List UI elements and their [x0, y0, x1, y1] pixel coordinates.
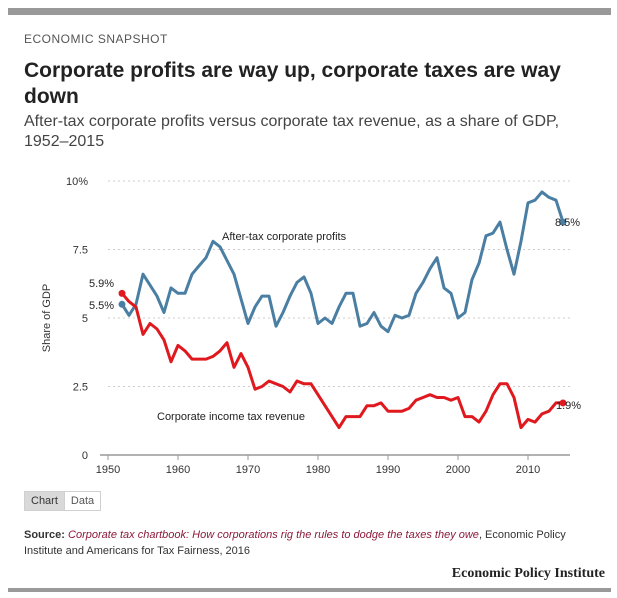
x-tick-label: 1980 [306, 464, 330, 476]
source-suffix: , Economic Policy Institute and American… [24, 529, 566, 557]
x-tick-label: 1950 [96, 464, 120, 476]
chart-title: Corporate profits are way up, corporate … [24, 59, 561, 108]
y-tick-label: 0 [82, 450, 88, 462]
y-tick-label: 2.5 [73, 382, 88, 394]
x-tick-label: 2000 [446, 464, 470, 476]
series-end-point [559, 218, 567, 226]
start-value-taxes: 5.9% [89, 278, 114, 290]
x-tick-label: 2010 [516, 464, 540, 476]
series-name-profits: After-tax corporate profits [222, 231, 347, 243]
data-tab[interactable]: Data [63, 491, 102, 511]
view-toggle: Chart Data [24, 491, 102, 511]
grid-lines [108, 180, 570, 387]
kicker: ECONOMIC SNAPSHOT [24, 32, 168, 46]
bottom-rule [8, 588, 611, 592]
chart-tab[interactable]: Chart [24, 491, 64, 511]
top-rule [8, 8, 611, 15]
series-name-taxes: Corporate income tax revenue [157, 411, 305, 423]
brand-logo-text: Economic Policy Institute [451, 566, 605, 581]
source-prefix: Source: [24, 529, 65, 541]
y-axis-label: Share of GDP [41, 284, 53, 352]
end-value-taxes: 1.9% [556, 400, 581, 412]
series-end-point [559, 399, 567, 407]
y-tick-label: 10% [66, 176, 88, 188]
series-lines [118, 190, 567, 430]
series-labels: After-tax corporate profits Corporate inc… [89, 217, 581, 423]
series-start-point [118, 300, 126, 308]
y-tick-label: 5 [82, 313, 88, 325]
x-tick-label: 1960 [166, 464, 190, 476]
series-line-profits [120, 190, 565, 334]
series-start-point [118, 289, 126, 297]
x-tick-label: 1970 [236, 464, 260, 476]
chart-subtitle: After-tax corporate profits versus corpo… [24, 113, 560, 150]
x-tick-label: 1990 [376, 464, 400, 476]
y-tick-label: 7.5 [73, 245, 88, 257]
axes: 0 2.5 5 7.5 10% 1950 1960 1970 1980 1990 2000 2010 S… [41, 176, 570, 476]
end-value-profits: 8.5% [555, 217, 580, 229]
series-line-taxes [120, 291, 565, 430]
source-link[interactable]: Corporate tax chartbook: How corporation… [68, 529, 479, 541]
start-value-profits: 5.5% [89, 300, 114, 312]
source-note: Source: Corporate tax chartbook: How cor… [24, 527, 584, 559]
